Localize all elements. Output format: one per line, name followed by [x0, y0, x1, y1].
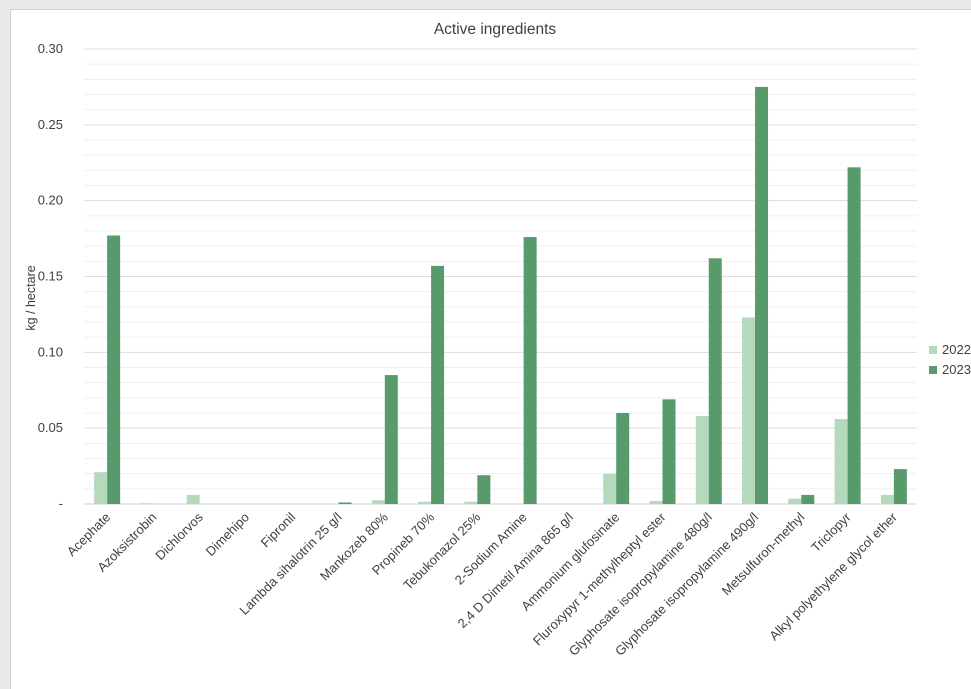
x-tick-label: Tebukonazol 25% — [400, 509, 483, 592]
x-tick-label: Metsulfuron-methyl — [719, 509, 808, 598]
bar-2022-13 — [695, 416, 709, 504]
y-axis: - 0.05 0.10 0.15 0.20 0.25 0.30 — [38, 41, 63, 511]
x-tick-label: Dimehipo — [203, 510, 252, 559]
bar-2022-15 — [788, 498, 802, 504]
bar-2023-6 — [384, 375, 398, 504]
bar-chart: - 0.05 0.10 0.15 0.20 0.25 0.30 AcephateAzoksi… — [24, 21, 971, 659]
legend-label-2023: 2023 — [942, 362, 971, 377]
x-tick-label: Dichlorvos — [152, 509, 206, 563]
y-tick-label: - — [59, 496, 63, 511]
legend-label-2022: 2022 — [942, 342, 971, 357]
bar-2023-16 — [847, 167, 861, 505]
y-tick-label: 0.05 — [38, 420, 63, 435]
bar-2023-14 — [755, 86, 769, 505]
bar-2023-17 — [893, 469, 907, 504]
y-tick-label: 0.15 — [38, 269, 63, 284]
y-axis-label: kg / hectare — [24, 265, 38, 330]
y-tick-label: 0.30 — [38, 41, 63, 56]
bar-2022-7 — [418, 501, 432, 504]
bar-2022-16 — [834, 419, 848, 504]
bar-2023-7 — [431, 265, 445, 504]
gridlines — [84, 48, 917, 505]
y-tick-label: 0.20 — [38, 193, 63, 208]
x-tick-label: Triclopyr — [808, 509, 854, 555]
bar-2023-11 — [616, 413, 630, 504]
bar-2022-17 — [880, 494, 894, 504]
bar-2023-5 — [338, 502, 352, 504]
bar-2022-11 — [603, 473, 617, 504]
bar-2023-8 — [477, 475, 491, 504]
x-tick-label: Fipronil — [258, 509, 299, 550]
bar-2023-0 — [107, 235, 121, 505]
bar-2023-12 — [662, 399, 676, 504]
bar-2022-12 — [649, 500, 663, 504]
y-tick-label: 0.10 — [38, 344, 63, 359]
bar-2022-0 — [94, 472, 108, 504]
bar-2023-15 — [801, 494, 815, 504]
bar-2022-14 — [742, 317, 756, 504]
chart-panel: - 0.05 0.10 0.15 0.20 0.25 0.30 Acephate Azoksi… — [10, 9, 971, 689]
legend-swatch-2023 — [929, 366, 937, 374]
legend: 2022 2023 — [929, 342, 971, 377]
y-tick-label: 0.25 — [38, 117, 63, 132]
bars — [94, 86, 907, 505]
bar-2022-6 — [371, 500, 385, 504]
legend-swatch-2022 — [929, 346, 937, 354]
bar-2022-8 — [464, 501, 478, 504]
bar-2022-2 — [186, 494, 200, 504]
bar-2023-13 — [708, 258, 722, 504]
bar-2022-1 — [140, 503, 154, 504]
bar-2023-9 — [523, 237, 537, 505]
chart-title: Active ingredients — [434, 21, 557, 38]
